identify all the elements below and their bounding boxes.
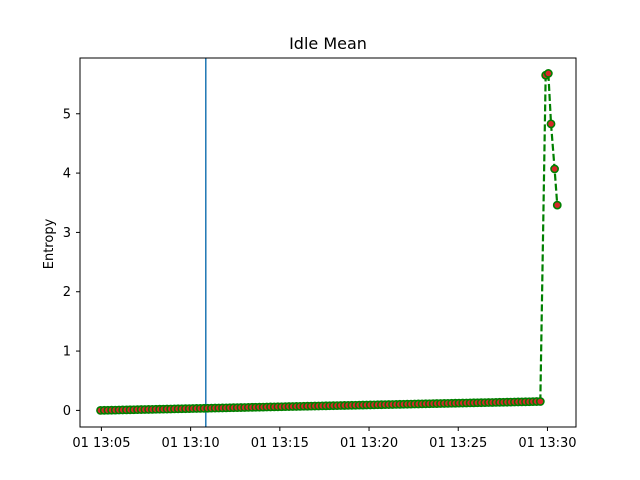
data-layer xyxy=(96,58,562,427)
y-tick-label: 3 xyxy=(63,226,71,241)
y-tick-label: 2 xyxy=(63,285,71,300)
y-tick-label: 1 xyxy=(63,345,71,360)
x-tick-label: 01 13:30 xyxy=(518,436,576,451)
data-point xyxy=(550,164,559,174)
data-point xyxy=(552,200,562,210)
y-axis-label: Entropy xyxy=(42,218,57,269)
data-point xyxy=(535,397,545,406)
y-tick-label: 0 xyxy=(63,404,71,419)
x-tick-label: 01 13:05 xyxy=(72,436,130,451)
chart-title: Idle Mean xyxy=(289,34,367,53)
x-tick-label: 01 13:20 xyxy=(340,436,398,451)
axes-frame xyxy=(79,57,577,428)
x-tick-label: 01 13:25 xyxy=(429,436,487,451)
x-tick-label: 01 13:15 xyxy=(251,436,309,451)
plot-area: 01 13:05 01 13:10 01 13:15 01 13:20 01 13:25… xyxy=(63,57,577,451)
y-tick-label: 4 xyxy=(63,167,71,182)
x-tick-label: 01 13:10 xyxy=(162,436,220,451)
data-point xyxy=(543,69,553,78)
data-point xyxy=(546,119,556,129)
y-tick-label: 5 xyxy=(63,107,71,122)
